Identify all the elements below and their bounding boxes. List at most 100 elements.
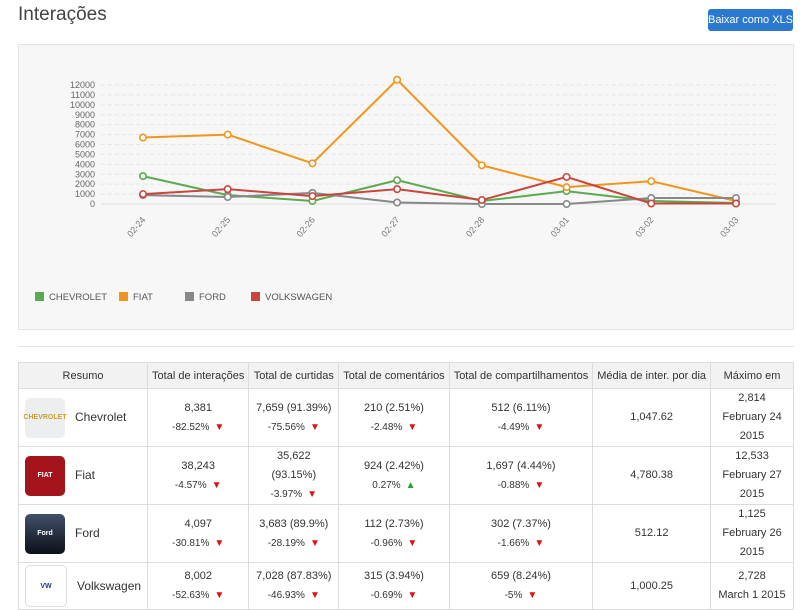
comments-value: 210 (2.51%): [363, 401, 424, 414]
page-title: Interações: [18, 4, 107, 25]
y-tick-label: 6000: [75, 140, 95, 150]
comments-change: -2.48%: [370, 421, 403, 433]
data-point: [139, 172, 148, 181]
data-point: [731, 199, 740, 208]
data-point: [223, 185, 232, 194]
data-point: [393, 185, 402, 194]
legend-label: FIAT: [133, 292, 153, 303]
comments-change: -0.96%: [370, 537, 403, 549]
down-arrow-icon: ▼: [309, 590, 320, 601]
table-row: FIAT Fiat 38,243 -4.57% ▼ 35,622 (93.15%) -3.9…: [17, 446, 794, 505]
table-row: VW Volkswagen 8,002 -52.63% ▼ 7,028 (87.83%) -…: [17, 562, 794, 610]
y-tick-label: 4000: [75, 159, 95, 169]
data-point: [223, 130, 232, 139]
shares-value: 1,697 (4.44%): [486, 459, 556, 472]
inter-cell: 8,002 -52.63% ▼: [147, 562, 250, 610]
avg-cell: 4,780.38: [592, 446, 712, 505]
column-header[interactable]: Total de curtidas: [248, 362, 340, 389]
shares-change: -4.49%: [497, 421, 530, 433]
max-cell: 1,125 February 26 2015: [710, 504, 794, 563]
down-arrow-icon: ▼: [407, 537, 418, 549]
column-header[interactable]: Total de comentários: [338, 362, 450, 389]
legend-swatch: [185, 292, 194, 301]
column-header[interactable]: Resumo: [17, 362, 149, 389]
likes-change: -75.56%: [267, 421, 305, 433]
column-header[interactable]: Média de inter. por dia: [592, 362, 712, 389]
y-tick-label: 12000: [70, 80, 95, 90]
shares-change: -5%: [504, 590, 523, 601]
avg-cell: 1,000.25: [592, 562, 712, 610]
likes-value: 3,683 (89.9%): [259, 517, 329, 530]
x-tick-label: 02-27: [379, 215, 401, 239]
inter-change: -4.57%: [174, 479, 207, 491]
x-tick-label: 02-24: [125, 215, 147, 239]
likes-cell: 35,622 (93.15%) -3.97% ▼: [248, 446, 340, 505]
y-tick-label: 2000: [75, 179, 95, 189]
brand-name: Volkswagen: [77, 578, 142, 593]
max-value: 2,728: [738, 570, 766, 582]
y-tick-label: 9000: [75, 110, 95, 120]
inter-value: 8,002: [184, 570, 212, 582]
max-cell: 2,814 February 24 2015: [710, 388, 794, 447]
data-point: [562, 172, 571, 181]
x-tick-label: 02-26: [294, 215, 316, 239]
down-arrow-icon: ▼: [407, 590, 418, 601]
column-header[interactable]: Total de compartilhamentos: [448, 362, 594, 389]
legend-swatch: [251, 292, 260, 301]
down-arrow-icon: ▼: [534, 479, 545, 491]
comments-change: -0.69%: [370, 590, 403, 601]
down-arrow-icon: ▼: [309, 421, 320, 433]
x-tick-label: 03-01: [549, 215, 571, 239]
comments-change: 0.27%: [372, 479, 401, 491]
inter-change: -30.81%: [172, 537, 210, 549]
data-point: [393, 198, 402, 207]
comments-value: 315 (3.94%): [363, 570, 424, 582]
up-arrow-icon: ▲: [405, 479, 416, 491]
inter-value: 8,381: [184, 401, 212, 414]
export-xls-button[interactable]: Baixar como XLS: [708, 9, 793, 31]
y-tick-label: 1000: [75, 189, 95, 199]
down-arrow-icon: ▼: [307, 489, 318, 500]
likes-cell: 7,028 (87.83%) -46.93% ▼: [248, 562, 340, 610]
y-tick-label: 11000: [71, 90, 95, 100]
series-line-fiat: [142, 78, 737, 202]
likes-value: 7,659 (91.39%): [256, 401, 332, 414]
max-date: February 27 2015: [722, 469, 782, 500]
brand-cell: FIAT Fiat: [17, 446, 149, 505]
brand-logo: FIAT: [25, 455, 65, 496]
inter-change: -52.63%: [172, 590, 210, 601]
brand-logo: CHEVROLET: [23, 397, 67, 438]
down-arrow-icon: ▼: [214, 590, 225, 601]
brand-logo: Ford: [25, 513, 65, 554]
y-tick-label: 3000: [75, 169, 95, 179]
likes-value: 7,028 (87.83%): [256, 570, 332, 582]
max-value: 1,125: [738, 508, 766, 520]
legend-label: FORD: [199, 292, 226, 303]
column-header[interactable]: Total de interações: [147, 362, 250, 389]
likes-change: -28.19%: [267, 537, 305, 549]
y-tick-label: 10000: [70, 100, 95, 110]
shares-cell: 1,697 (4.44%) -0.88% ▼: [448, 446, 594, 505]
interactions-chart: 0 1000 2000 3000 4000 5000 6000 7000 8000 9000 100…: [18, 44, 794, 330]
inter-change: -82.52%: [172, 421, 210, 433]
x-tick-label: 02-28: [464, 215, 486, 239]
comments-cell: 112 (2.73%) -0.96% ▼: [338, 504, 450, 563]
data-point: [647, 177, 656, 186]
max-date: March 1 2015: [718, 589, 786, 601]
comments-cell: 924 (2.42%) 0.27% ▲: [338, 446, 450, 505]
summary-table: Resumo Total de interações Total de curtid…: [17, 362, 794, 610]
shares-value: 512 (6.11%): [491, 401, 551, 414]
brand-cell: Ford Ford: [17, 504, 149, 563]
y-tick-label: 5000: [75, 149, 95, 159]
data-point: [139, 133, 148, 142]
down-arrow-icon: ▼: [534, 537, 545, 549]
max-date: February 24 2015: [722, 411, 782, 442]
inter-value: 38,243: [181, 459, 216, 472]
down-arrow-icon: ▼: [407, 421, 418, 433]
column-header[interactable]: Máximo em: [710, 362, 794, 389]
data-point: [223, 193, 232, 202]
brand-logo: VW: [25, 565, 67, 607]
divider: [18, 346, 794, 347]
x-tick-label: 02-25: [210, 215, 232, 239]
comments-value: 112 (2.73%): [364, 517, 424, 530]
